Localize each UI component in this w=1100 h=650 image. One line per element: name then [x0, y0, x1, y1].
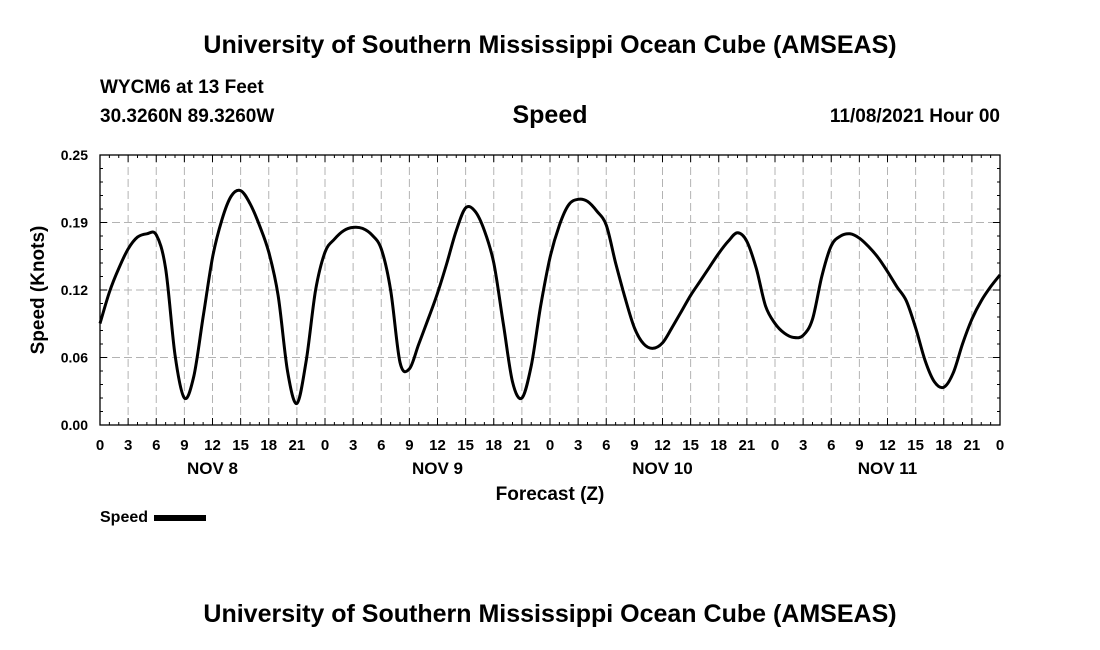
x-tick-label: 3: [349, 437, 357, 454]
forecast-date: 11/08/2021 Hour 00: [829, 106, 1000, 127]
day-label: NOV 10: [632, 459, 692, 478]
x-tick-label: 6: [152, 437, 160, 454]
x-tick-label: 21: [289, 437, 306, 454]
x-tick-label: 21: [739, 437, 756, 454]
chart-main-title: University of Southern Mississippi Ocean…: [203, 31, 897, 59]
y-tick-label: 0.12: [61, 282, 88, 298]
y-tick-label: 0.00: [61, 417, 88, 433]
x-tick-label: 18: [485, 437, 502, 454]
x-tick-label: 0: [96, 437, 104, 454]
x-tick-label: 18: [935, 437, 952, 454]
x-tick-label: 21: [514, 437, 531, 454]
x-tick-label: 12: [879, 437, 896, 454]
x-tick-label: 3: [124, 437, 132, 454]
x-tick-label: 3: [574, 437, 582, 454]
x-tick-label: 12: [204, 437, 221, 454]
x-tick-label: 6: [602, 437, 610, 454]
legend: Speed: [100, 509, 207, 527]
legend-label: Speed: [100, 509, 149, 526]
x-tick-label: 18: [710, 437, 727, 454]
x-tick-label: 3: [799, 437, 807, 454]
chart-title: Speed: [512, 101, 588, 129]
axis-labels: 0 3 6 9 12 15 18 21 0 3 6 9 12 15 18 21 0 3 6 9 12 15 18 21 0 3 6 9…: [28, 147, 1004, 505]
x-tick-label: 0: [546, 437, 554, 454]
x-tick-label: 6: [827, 437, 835, 454]
x-tick-label: 9: [855, 437, 863, 454]
series-line-speed: [98, 188, 1002, 405]
x-tick-label: 15: [907, 437, 924, 454]
grid: [100, 155, 1000, 425]
x-tick-label: 9: [630, 437, 638, 454]
footer-title: University of Southern Mississippi Ocean…: [203, 600, 897, 628]
x-tick-label: 15: [457, 437, 474, 454]
series-layer: [98, 188, 1002, 405]
x-tick-label: 12: [429, 437, 446, 454]
day-label: NOV 8: [187, 459, 238, 478]
coordinates-label: 30.3260N 89.3260W: [100, 106, 275, 127]
x-tick-label: 0: [321, 437, 329, 454]
x-tick-label: 0: [771, 437, 779, 454]
y-axis-title: Speed (Knots): [28, 226, 49, 355]
legend-swatch: [154, 515, 207, 521]
day-label: NOV 9: [412, 459, 463, 478]
x-tick-label: 0: [996, 437, 1004, 454]
x-axis-title: Forecast (Z): [496, 484, 605, 505]
x-tick-label: 18: [260, 437, 277, 454]
axis-ticks: [99, 154, 1001, 426]
x-tick-label: 6: [377, 437, 385, 454]
day-label: NOV 11: [858, 459, 918, 478]
x-tick-label: 21: [964, 437, 981, 454]
y-tick-label: 0.25: [61, 147, 88, 163]
x-tick-label: 12: [654, 437, 671, 454]
x-tick-label: 15: [682, 437, 699, 454]
y-tick-label: 0.06: [61, 350, 88, 366]
x-tick-label: 15: [232, 437, 249, 454]
y-tick-label: 0.19: [61, 215, 88, 231]
x-tick-label: 9: [180, 437, 188, 454]
x-tick-label: 9: [405, 437, 413, 454]
station-label: WYCM6 at 13 Feet: [100, 77, 264, 98]
